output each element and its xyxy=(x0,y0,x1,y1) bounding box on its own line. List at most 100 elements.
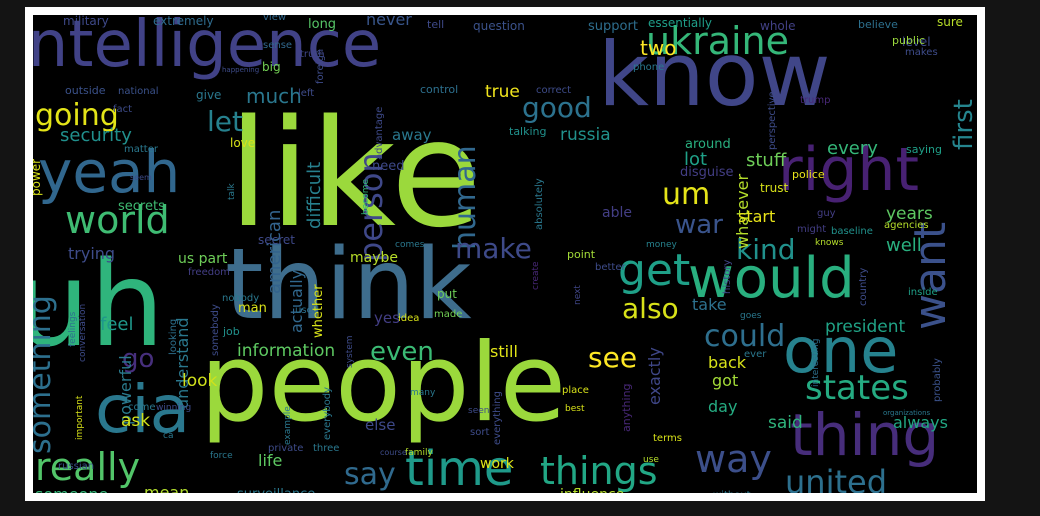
word-history: history xyxy=(722,260,733,294)
word-ukraine: ukraine xyxy=(646,19,789,63)
word-things: things xyxy=(540,449,658,493)
word-everybody: everybody xyxy=(322,387,333,440)
word-essentially: essentially xyxy=(648,16,712,30)
word-love: love xyxy=(230,136,255,150)
word-whole: whole xyxy=(760,19,795,33)
word-winning: winning xyxy=(156,403,191,413)
word-trump: trump xyxy=(800,95,830,106)
word-phone: phone xyxy=(633,62,664,73)
word-secret: secret xyxy=(258,233,295,247)
word-sure: sure xyxy=(937,15,963,29)
word-best: best xyxy=(565,404,585,414)
word-use: use xyxy=(643,455,659,465)
word-makes: makes xyxy=(905,47,938,58)
word-cloud-image: like people think uh know intelligence one righ… xyxy=(33,15,977,493)
word-trying: trying xyxy=(68,244,115,263)
word-better: better xyxy=(595,262,626,273)
word-guy: guy xyxy=(817,208,836,219)
word-really: really xyxy=(35,445,140,489)
word-cia: cia xyxy=(95,371,190,448)
word-advantage: advantage xyxy=(374,107,385,160)
word-matter: matter xyxy=(124,144,159,155)
word-fact: fact xyxy=(113,104,132,115)
word-never: never xyxy=(366,15,412,29)
word-come: come xyxy=(128,402,156,413)
word-tell: tell xyxy=(427,18,444,31)
word-three: three xyxy=(313,443,339,454)
word-uh: uh xyxy=(33,235,165,373)
word-maybe: maybe xyxy=(350,250,398,266)
word-work: work xyxy=(480,456,515,472)
word-police: police xyxy=(792,168,825,181)
word-put: put xyxy=(437,287,457,301)
word-back: back xyxy=(708,353,747,372)
word-someone: someone xyxy=(35,485,108,493)
word-level: level xyxy=(902,35,931,49)
word-exactly: exactly xyxy=(645,347,664,405)
word-terms: terms xyxy=(653,433,682,444)
word-idea: idea xyxy=(398,313,419,324)
word-country: country xyxy=(858,268,869,306)
word-said: said xyxy=(768,413,803,433)
word-used: used xyxy=(295,305,319,316)
word-let: let xyxy=(207,105,243,138)
word-correct: correct xyxy=(536,85,571,96)
word-know: know xyxy=(598,23,831,126)
word-ca: ca xyxy=(163,431,173,441)
word-lot: lot xyxy=(684,149,707,170)
word-able: able xyxy=(602,205,632,221)
word-also: also xyxy=(622,292,679,325)
word-happening: happening xyxy=(222,66,259,74)
word-see: see xyxy=(588,341,637,374)
word-family: family xyxy=(405,448,433,458)
word-good: good xyxy=(522,91,592,124)
word-system: system xyxy=(345,335,355,368)
word-look: look xyxy=(182,371,218,391)
word-thing: thing xyxy=(790,401,939,469)
word-organizations: organizations xyxy=(883,409,931,417)
word-always: always xyxy=(893,413,948,432)
word-something: something xyxy=(33,295,58,454)
word-conversation: conversation xyxy=(78,304,88,362)
word-american: american xyxy=(264,210,285,294)
word-somebody: somebody xyxy=(210,304,221,356)
word-difficult: difficult xyxy=(304,162,325,229)
word-information: information xyxy=(237,341,335,361)
word-could: could xyxy=(704,319,785,354)
word-surveillance: surveillance xyxy=(237,487,315,493)
word-different: different xyxy=(976,96,977,160)
word-interesting: interesting xyxy=(811,339,821,387)
word-think: think xyxy=(225,228,472,342)
word-take: take xyxy=(692,295,727,314)
word-every: every xyxy=(827,138,878,159)
word-yes: yes xyxy=(374,309,400,327)
word-um: um xyxy=(662,177,710,212)
word-extremely: extremely xyxy=(153,15,214,28)
word-two: two xyxy=(640,36,676,60)
word-seem: seem xyxy=(130,173,152,182)
word-united: united xyxy=(785,463,887,493)
word-national: national xyxy=(118,86,159,97)
word-without: without xyxy=(713,490,751,493)
word-control: control xyxy=(420,83,458,96)
word-baseline: baseline xyxy=(831,226,873,237)
word-job: job xyxy=(222,325,240,338)
word-comes: comes xyxy=(395,240,425,250)
word-us-part: us part xyxy=(178,251,228,267)
word-disguise: disguise xyxy=(680,165,734,180)
word-russia: russia xyxy=(560,125,611,145)
word-freedom: freedom xyxy=(188,267,230,278)
word-course: course xyxy=(380,448,407,457)
word-kind: kind xyxy=(736,233,796,266)
word-right: right xyxy=(778,135,919,205)
word-made: made xyxy=(434,309,462,320)
word-become: become xyxy=(361,179,371,215)
word-ever: ever xyxy=(744,349,767,360)
word-person: person xyxy=(352,152,390,262)
word-time: time xyxy=(405,441,513,493)
word-example: example xyxy=(283,406,293,445)
word-probably: probably xyxy=(932,358,943,402)
word-whether: whether xyxy=(311,284,326,338)
word-absolutely: absolutely xyxy=(534,178,545,230)
